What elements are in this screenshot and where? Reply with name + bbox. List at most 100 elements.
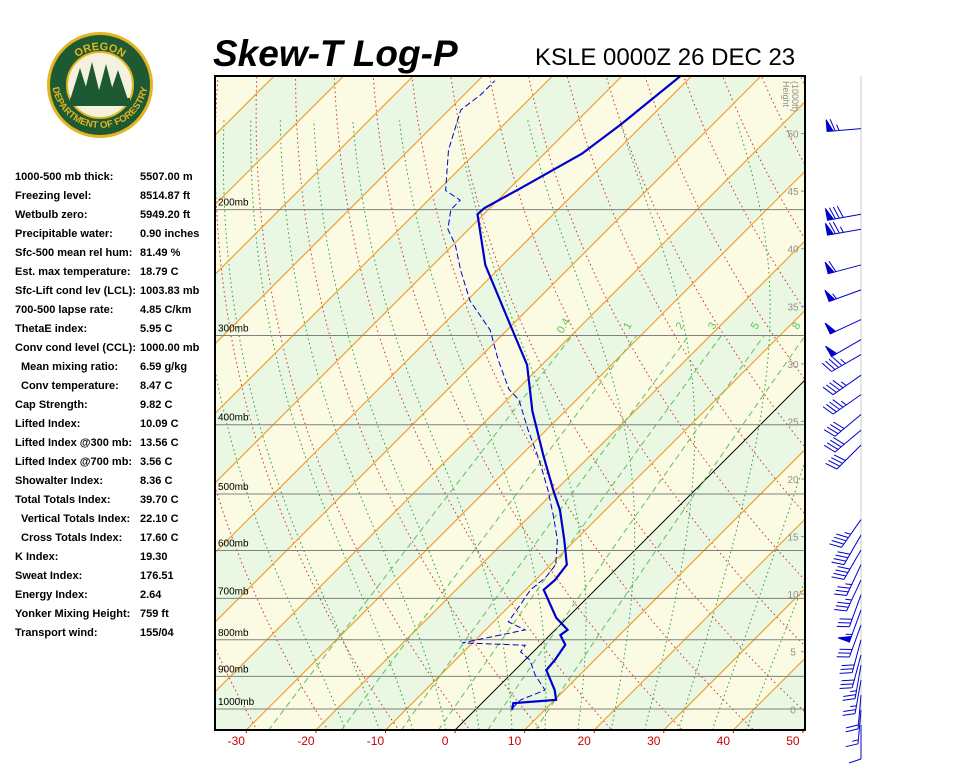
x-tick-label: 30	[647, 734, 661, 748]
dry-adiabat	[799, 76, 805, 88]
isotherm	[315, 240, 805, 730]
index-label: Sfc-Lift cond lev (LCL):	[15, 285, 136, 297]
index-value: 4.85 C/km	[140, 304, 192, 316]
index-label: Vertical Totals Index:	[21, 513, 130, 525]
index-label: 700-500 lapse rate:	[15, 304, 113, 316]
y2-tick-label: 25	[787, 417, 799, 428]
index-value: 1003.83 mb	[140, 285, 200, 297]
wind-barb	[823, 414, 862, 437]
index-value: 9.82 C	[140, 399, 172, 411]
index-value: 176.51	[140, 570, 174, 582]
logo: OREGON DEPARTMENT OF FORESTRY	[47, 32, 153, 138]
mixing-ratio-line	[267, 335, 573, 730]
isotherm	[593, 518, 805, 730]
wind-barb	[823, 429, 862, 453]
index-value: 39.70 C	[140, 494, 179, 506]
x-tick-label: 10	[508, 734, 522, 748]
isotherm	[215, 76, 414, 276]
index-label: Sfc-500 mean rel hum:	[15, 247, 132, 259]
dry-adiabat	[255, 76, 471, 730]
index-label: Sweat Index:	[15, 570, 82, 582]
index-label: Wetbulb zero:	[15, 209, 88, 221]
wind-barb	[824, 289, 862, 303]
x-tick-label: -10	[367, 734, 385, 748]
wind-barb	[839, 654, 862, 689]
plot-frame	[214, 75, 806, 731]
index-label: Total Totals Index:	[15, 494, 111, 506]
dry-adiabat	[450, 76, 805, 713]
wind-barb	[842, 664, 862, 701]
index-value: 2.64	[140, 589, 162, 601]
wind-barbs	[821, 119, 862, 764]
y2-tick-label: 40	[787, 245, 799, 256]
index-label: Conv temperature:	[21, 380, 119, 392]
index-value: 13.56 C	[140, 437, 179, 449]
isotherm-band	[215, 76, 805, 692]
moist-adiabat	[279, 120, 447, 730]
y2-axis-label: (1000ft)	[790, 81, 800, 112]
dry-adiabat	[215, 485, 329, 730]
index-value: 8.36 C	[140, 475, 172, 487]
wind-barb	[831, 534, 862, 566]
dry-adiabat	[827, 51, 960, 738]
isotherm	[245, 170, 805, 730]
y-tick-label: 500mb	[218, 482, 249, 493]
y2-axis-label: Height	[781, 81, 791, 108]
y-tick-label: 600mb	[218, 539, 249, 550]
isotherm	[385, 309, 805, 730]
dry-adiabat	[215, 76, 400, 730]
index-value: 3.56 C	[140, 456, 172, 468]
logo-top-path: OREGON	[72, 41, 127, 60]
wind-barb	[825, 444, 862, 470]
y-tick-label: 300mb	[218, 323, 249, 334]
wind-barb	[821, 354, 862, 372]
dry-adiabat	[527, 76, 805, 581]
dry-adiabat	[941, 51, 960, 738]
y2-tick-label: 45	[787, 187, 799, 198]
isotherm-band	[802, 727, 805, 730]
index-value: 8.47 C	[140, 380, 172, 392]
wind-barb	[837, 609, 862, 643]
index-value: 10.09 C	[140, 418, 179, 430]
wind-barb	[824, 260, 862, 275]
index-value: 5.95 C	[140, 323, 172, 335]
wind-barb	[834, 564, 862, 596]
axes: 0.4 1 2 3 5 8200mb300mb400mb500mb600mb700mb80…	[218, 81, 805, 748]
isotherm	[872, 76, 960, 730]
index-label: Lifted Index @300 mb:	[15, 437, 132, 449]
plot-background	[215, 51, 960, 738]
index-label: Showalter Index:	[15, 475, 103, 487]
isotherm	[663, 587, 805, 730]
index-label: Cap Strength:	[15, 399, 88, 411]
index-label: Energy Index:	[15, 589, 88, 601]
index-value: 17.60 C	[140, 532, 179, 544]
x-tick-label: -30	[228, 734, 246, 748]
index-label: Lifted Index:	[15, 418, 80, 430]
isotherm-band	[873, 76, 960, 730]
index-value: 0.90 inches	[140, 228, 199, 240]
y-tick-label: 1000mb	[218, 697, 255, 708]
index-value: 19.30	[140, 551, 168, 563]
temperature-line	[476, 76, 682, 711]
mixing-ratio-label: 8	[790, 320, 803, 331]
x-tick-label: 40	[717, 734, 731, 748]
wind-barb	[845, 695, 862, 733]
index-value: 1000.00 mb	[140, 342, 200, 354]
dry-adiabat	[903, 51, 960, 738]
dry-adiabat	[411, 76, 755, 730]
y-tick-label: 700mb	[218, 586, 249, 597]
wind-barb	[822, 394, 862, 415]
index-label: Mean mixing ratio:	[21, 361, 118, 373]
isotherm	[215, 76, 484, 345]
profiles	[445, 76, 682, 711]
mixing-ratio-label: 3	[706, 320, 719, 331]
wind-barb	[839, 639, 862, 674]
x-tick-label: -20	[297, 734, 315, 748]
isotherm	[215, 76, 553, 415]
wind-barb	[842, 680, 862, 716]
isotherm	[215, 76, 693, 554]
index-value: 6.59 g/kg	[140, 361, 187, 373]
y2-tick-label: 10	[787, 590, 799, 601]
moist-adiabat	[250, 120, 414, 730]
isotherm	[802, 727, 805, 730]
